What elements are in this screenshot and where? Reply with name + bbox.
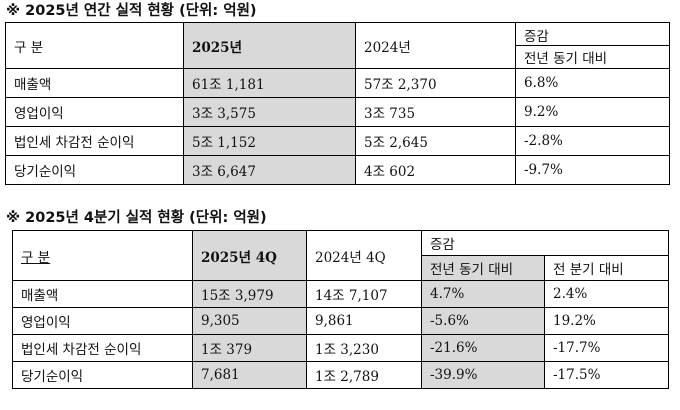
cell-2025-4q: 1조 379 <box>192 334 307 362</box>
cell-2024: 57조 2,370 <box>355 68 516 98</box>
annual-results-title: ※ 2025년 연간 실적 현황 (단위: 억원) <box>6 3 257 19</box>
header-yoy: 전년 동기 대비 <box>421 255 545 281</box>
table-row: 영업이익 9,305 9,861 -5.6% 19.2% <box>12 307 669 335</box>
cell-yoy: -5.6% <box>421 307 545 335</box>
cell-2025: 3조 6,647 <box>183 155 356 185</box>
table-header-row: 구 분 2025년 4Q 2024년 4Q 증감 <box>12 230 669 281</box>
cell-qoq: -17.7% <box>544 334 669 362</box>
cell-yoy: 4.7% <box>421 280 545 308</box>
cell-2025: 61조 1,181 <box>183 68 356 98</box>
table-header-row: 구 분 2025년 2024년 증감 <box>5 22 670 69</box>
header-2024-4q: 2024년 4Q <box>306 230 422 281</box>
cell-2024-4q: 14조 7,107 <box>306 280 422 308</box>
cell-2024-4q: 9,861 <box>306 307 422 335</box>
header-change: 증감 <box>515 22 670 46</box>
cell-yoy: -21.6% <box>421 334 545 362</box>
cell-qoq: 2.4% <box>544 280 669 308</box>
cell-2025: 5조 1,152 <box>183 126 356 156</box>
cell-yoy: -39.9% <box>421 361 545 389</box>
cell-2025-4q: 9,305 <box>192 307 307 335</box>
header-change: 증감 <box>421 230 669 256</box>
annual-results-table: 구 분 2025년 2024년 증감 전년 동기 대비 매출액 61조 1,18… <box>5 22 670 185</box>
row-label: 당기순이익 <box>12 361 193 389</box>
table-row: 법인세 차감전 순이익 5조 1,152 5조 2,645 -2.8% <box>5 126 670 156</box>
table-row: 당기순이익 7,681 1조 2,789 -39.9% -17.5% <box>12 361 669 389</box>
cell-2025-4q: 15조 3,979 <box>192 280 307 308</box>
cell-2024-4q: 1조 3,230 <box>306 334 422 362</box>
table-row: 매출액 15조 3,979 14조 7,107 4.7% 2.4% <box>12 280 669 308</box>
header-category: 구 분 <box>5 22 184 69</box>
cell-2024: 3조 735 <box>355 97 516 127</box>
header-qoq: 전 분기 대비 <box>544 255 669 281</box>
row-label: 영업이익 <box>5 97 184 127</box>
cell-qoq: 19.2% <box>544 307 669 335</box>
table-header-row: 전년 동기 대비 전 분기 대비 <box>13 255 669 281</box>
row-label: 당기순이익 <box>5 155 184 185</box>
row-label: 법인세 차감전 순이익 <box>12 334 193 362</box>
row-label: 법인세 차감전 순이익 <box>5 126 184 156</box>
row-label: 영업이익 <box>12 307 193 335</box>
header-2025: 2025년 <box>183 22 356 69</box>
header-2025-4q: 2025년 4Q <box>192 230 307 281</box>
header-category: 구 분 <box>12 230 193 281</box>
cell-yoy: 6.8% <box>515 68 670 98</box>
table-row: 당기순이익 3조 6,647 4조 602 -9.7% <box>5 155 670 185</box>
quarterly-results-table: 구 분 2025년 4Q 2024년 4Q 증감 전년 동기 대비 전 분기 대… <box>12 230 669 389</box>
row-label: 매출액 <box>5 68 184 98</box>
cell-yoy: 9.2% <box>515 97 670 127</box>
cell-yoy: -9.7% <box>515 155 670 185</box>
header-2024: 2024년 <box>355 22 516 69</box>
quarterly-results-title: ※ 2025년 4분기 실적 현황 (단위: 억원) <box>6 210 267 226</box>
cell-2025: 3조 3,575 <box>183 97 356 127</box>
cell-2024-4q: 1조 2,789 <box>306 361 422 389</box>
table-row: 법인세 차감전 순이익 1조 379 1조 3,230 -21.6% -17.7… <box>12 334 669 362</box>
table-row: 매출액 61조 1,181 57조 2,370 6.8% <box>5 68 670 98</box>
header-yoy: 전년 동기 대비 <box>515 45 670 69</box>
table-row: 영업이익 3조 3,575 3조 735 9.2% <box>5 97 670 127</box>
cell-qoq: -17.5% <box>544 361 669 389</box>
cell-2025-4q: 7,681 <box>192 361 307 389</box>
cell-2024: 4조 602 <box>355 155 516 185</box>
table-header-row: 전년 동기 대비 <box>6 45 670 69</box>
cell-2024: 5조 2,645 <box>355 126 516 156</box>
row-label: 매출액 <box>12 280 193 308</box>
cell-yoy: -2.8% <box>515 126 670 156</box>
